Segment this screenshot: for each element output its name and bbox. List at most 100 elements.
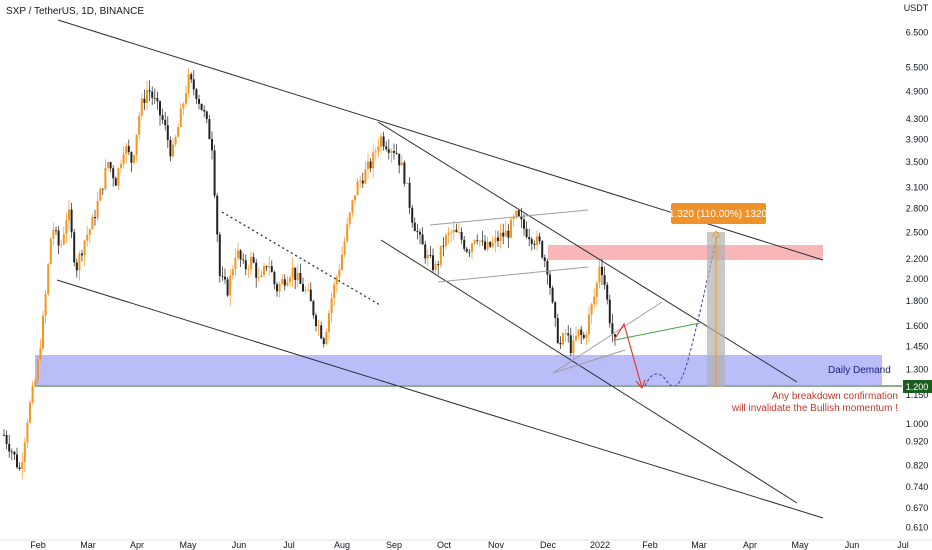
dotted-trendline[interactable] xyxy=(221,211,381,306)
candle-body xyxy=(268,266,271,268)
candle-body xyxy=(530,239,533,244)
candle-body xyxy=(416,231,419,233)
candle-body xyxy=(96,200,99,219)
time-tick-label: Sep xyxy=(386,540,402,550)
candle-body xyxy=(91,217,94,230)
candle-body xyxy=(606,284,609,300)
candle-body xyxy=(595,282,598,297)
candle-body xyxy=(286,282,289,286)
candle-body xyxy=(265,266,268,268)
candle-body xyxy=(351,200,354,213)
candle-body xyxy=(348,212,351,225)
candle-body xyxy=(473,240,476,244)
candle-body xyxy=(356,181,359,196)
projection[interactable] xyxy=(613,230,725,389)
candle-body xyxy=(611,323,614,335)
time-tick-label: Apr xyxy=(130,540,144,550)
candle-body xyxy=(18,467,21,469)
flag-lower[interactable] xyxy=(437,266,589,283)
candle-body xyxy=(426,254,429,259)
candle-body xyxy=(211,138,213,151)
candle-body xyxy=(122,153,125,165)
channel-lower-line[interactable] xyxy=(380,239,798,504)
price-tick-label: 1.450 xyxy=(906,341,929,351)
supply-zone[interactable] xyxy=(548,245,823,260)
candle-body xyxy=(21,461,24,469)
candle-body xyxy=(478,240,481,242)
candle-body xyxy=(125,146,128,154)
candle-body xyxy=(325,331,328,345)
wedge-upper[interactable] xyxy=(552,301,663,374)
candle-body xyxy=(75,262,78,271)
price-axis[interactable]: 6.500 5.500 4.900 4.300 3.900 3.500 3.100 2.800… xyxy=(902,0,932,540)
candle-body xyxy=(26,422,29,443)
candle-body xyxy=(400,162,403,166)
candle-body xyxy=(3,434,5,436)
candle-body xyxy=(512,217,515,220)
candle-body xyxy=(510,219,512,238)
daily-demand-zone[interactable] xyxy=(35,355,882,385)
candle-body xyxy=(156,98,159,102)
target-badge[interactable] xyxy=(671,203,766,224)
candle-body xyxy=(221,275,224,277)
time-axis[interactable]: Feb Mar Apr May Jun Jul Aug Sep Oct Nov Dec 2022 Feb… xyxy=(0,539,932,550)
blue-projection-path[interactable] xyxy=(644,231,719,387)
candle-body xyxy=(138,115,141,135)
candle-body xyxy=(590,304,593,315)
candle-body xyxy=(439,245,442,265)
time-tick-label: May xyxy=(179,540,197,550)
candle-body xyxy=(195,89,198,99)
candle-body xyxy=(203,109,206,112)
candle-body xyxy=(190,74,193,80)
candle-body xyxy=(94,217,96,219)
candle-body xyxy=(62,234,65,245)
candle-body xyxy=(419,232,421,235)
candle-body xyxy=(224,276,226,280)
major-descending-support[interactable] xyxy=(56,279,824,519)
time-tick-label: Feb xyxy=(642,540,658,550)
candle-body xyxy=(403,162,406,184)
chart-title: SXP / TetherUS, 1D, BINANCE xyxy=(6,6,145,17)
candle-body xyxy=(582,334,585,339)
candle-body xyxy=(320,325,323,339)
green-projection-line[interactable] xyxy=(614,322,701,341)
candle-body xyxy=(130,152,133,163)
candle-body xyxy=(429,254,432,256)
candle-body xyxy=(231,269,234,276)
wedge-lower[interactable] xyxy=(552,349,626,374)
candle-body xyxy=(515,210,518,218)
candle-body xyxy=(593,296,596,305)
candle-body xyxy=(359,180,362,182)
red-projection-path[interactable] xyxy=(613,322,643,389)
candle-body xyxy=(556,317,559,343)
price-tick-label: 2.500 xyxy=(906,227,929,237)
candle-body xyxy=(413,222,416,232)
candle-body xyxy=(143,98,146,104)
candle-body xyxy=(255,262,258,278)
candle-body xyxy=(328,313,330,332)
price-tick-label: 0.610 xyxy=(906,523,929,533)
candle-body xyxy=(452,229,455,233)
candle-body xyxy=(564,333,567,335)
candle-body xyxy=(104,167,107,190)
candle-body xyxy=(494,237,497,243)
price-tick-label: 4.900 xyxy=(906,87,929,97)
candle-body xyxy=(608,299,611,324)
trendlines[interactable] xyxy=(56,19,824,519)
candle-body xyxy=(372,152,375,169)
candle-body xyxy=(177,126,180,137)
time-tick-label: Oct xyxy=(437,540,452,550)
candle-body xyxy=(42,315,44,349)
channel-upper-line[interactable] xyxy=(377,121,798,383)
candle-body xyxy=(567,333,570,336)
candle-body xyxy=(148,90,151,92)
flag-upper[interactable] xyxy=(429,209,589,226)
candle-body xyxy=(304,290,307,292)
candle-body xyxy=(81,253,83,256)
candle-body xyxy=(68,209,70,221)
candle-body xyxy=(151,91,154,98)
candle-body xyxy=(296,273,299,281)
time-tick-label: 2022 xyxy=(590,540,610,550)
candle-body xyxy=(598,266,601,283)
